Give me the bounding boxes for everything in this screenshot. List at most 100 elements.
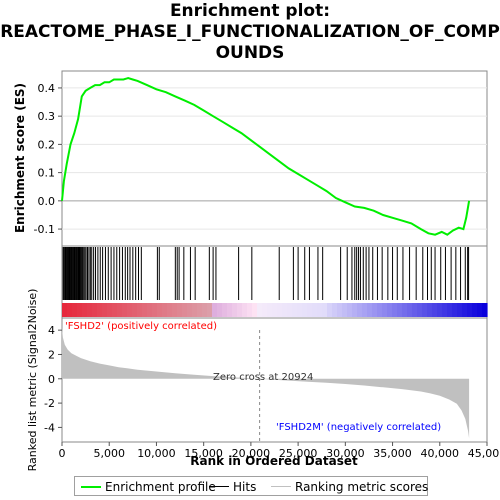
color-bar-cell bbox=[137, 303, 143, 317]
color-bar-cell bbox=[377, 303, 383, 317]
color-bar-cell bbox=[447, 303, 453, 317]
legend-label-enrichment: Enrichment profile bbox=[105, 480, 216, 494]
color-bar-cell bbox=[427, 303, 433, 317]
color-bar-cell bbox=[132, 303, 138, 317]
legend-label-ranking: Ranking metric scores bbox=[295, 480, 429, 494]
color-bar-cell bbox=[122, 303, 128, 317]
x-tick-label: 45,000 bbox=[468, 447, 500, 460]
x-tick-label: 40,000 bbox=[421, 447, 460, 460]
metric-y-tick-label: -2 bbox=[44, 397, 55, 410]
color-bar-cell bbox=[462, 303, 468, 317]
x-tick-label: 0 bbox=[59, 447, 66, 460]
es-y-tick-label: 0.0 bbox=[38, 195, 56, 208]
color-bar-cell bbox=[157, 303, 163, 317]
x-tick-label: 15,000 bbox=[184, 447, 223, 460]
color-bar-cell bbox=[207, 303, 213, 317]
es-y-tick-label: 0.2 bbox=[38, 138, 56, 151]
negative-label: 'FSHD2M' (negatively correlated) bbox=[276, 422, 441, 433]
color-bar-cell bbox=[392, 303, 398, 317]
x-tick-label: 35,000 bbox=[373, 447, 412, 460]
color-bar-cell bbox=[252, 303, 258, 317]
color-bar-cell bbox=[357, 303, 363, 317]
title-line-3: OUNDS bbox=[215, 43, 285, 63]
color-bar-cell bbox=[237, 303, 243, 317]
legend-swatch-hits bbox=[209, 486, 229, 487]
color-bar-cell bbox=[482, 303, 488, 317]
title-line-2: REACTOME_PHASE_I_FUNCTIONALIZATION_OF_CO… bbox=[0, 22, 500, 42]
x-tick-label: 10,000 bbox=[137, 447, 176, 460]
metric-y-tick-label: 2 bbox=[48, 348, 55, 361]
color-bar-cell bbox=[317, 303, 323, 317]
color-bar-cell bbox=[247, 303, 253, 317]
color-bar-cell bbox=[87, 303, 93, 317]
metric-y-ticks: -4 -2 0 2 4 bbox=[44, 324, 62, 434]
color-bar-cell bbox=[197, 303, 203, 317]
x-tick-label: 30,000 bbox=[326, 447, 365, 460]
color-bar-cell bbox=[342, 303, 348, 317]
color-bar-cell bbox=[182, 303, 188, 317]
legend-swatch-ranking bbox=[271, 486, 291, 487]
color-bar-cell bbox=[227, 303, 233, 317]
color-bar-cell bbox=[382, 303, 388, 317]
color-bar-cell bbox=[397, 303, 403, 317]
color-bar-cell bbox=[162, 303, 168, 317]
color-bar-cell bbox=[417, 303, 423, 317]
color-bar-cell bbox=[277, 303, 283, 317]
color-bar-cell bbox=[347, 303, 353, 317]
metric-y-tick-label: 0 bbox=[48, 373, 55, 386]
color-bar-cell bbox=[202, 303, 208, 317]
ranking-metric-area bbox=[62, 327, 470, 439]
color-bar-cell bbox=[257, 303, 263, 317]
metric-y-axis-label: Ranked list metric (Signal2Noise) bbox=[26, 289, 39, 472]
color-bar-cell bbox=[367, 303, 373, 317]
color-bar-cell bbox=[172, 303, 178, 317]
color-bar-cell bbox=[467, 303, 473, 317]
color-bar-cell bbox=[327, 303, 333, 317]
legend-item-hits: Hits bbox=[209, 480, 256, 494]
color-bar-cell bbox=[412, 303, 418, 317]
color-bar-cell bbox=[282, 303, 288, 317]
color-bar-cell bbox=[307, 303, 313, 317]
color-bar-cell bbox=[292, 303, 298, 317]
color-bar-cell bbox=[272, 303, 278, 317]
es-y-ticks: -0.1 0.0 0.1 0.2 0.3 0.4 bbox=[34, 82, 62, 236]
color-bar-cell bbox=[442, 303, 448, 317]
color-bar-cell bbox=[82, 303, 88, 317]
color-bar-cell bbox=[302, 303, 308, 317]
legend-item-ranking: Ranking metric scores bbox=[271, 480, 428, 494]
color-bar-cell bbox=[267, 303, 273, 317]
color-bar-cell bbox=[117, 303, 123, 317]
zero-cross-label: Zero cross at 20924 bbox=[213, 372, 313, 383]
color-bar-cell bbox=[167, 303, 173, 317]
color-bar-cell bbox=[312, 303, 318, 317]
color-bar-cell bbox=[127, 303, 133, 317]
color-bar-cell bbox=[242, 303, 248, 317]
color-bar-cell bbox=[62, 303, 68, 317]
color-bar-cell bbox=[287, 303, 293, 317]
color-bar-cell bbox=[387, 303, 393, 317]
es-y-tick-label: 0.3 bbox=[38, 110, 56, 123]
legend-item-enrichment: Enrichment profile bbox=[81, 480, 216, 494]
legend-swatch-enrichment bbox=[81, 485, 101, 488]
es-y-tick-label: 0.4 bbox=[38, 82, 56, 95]
color-bar-cell bbox=[337, 303, 343, 317]
color-bar-cell bbox=[142, 303, 148, 317]
x-tick-label: 25,000 bbox=[279, 447, 318, 460]
es-y-axis-label: Enrichment score (ES) bbox=[13, 83, 27, 233]
color-bar-cell bbox=[232, 303, 238, 317]
rank-color-bar bbox=[62, 303, 488, 317]
color-bar-cell bbox=[112, 303, 118, 317]
color-bar-cell bbox=[452, 303, 458, 317]
color-bar-cell bbox=[422, 303, 428, 317]
color-bar-cell bbox=[102, 303, 108, 317]
color-bar-cell bbox=[177, 303, 183, 317]
metric-y-tick-label: -4 bbox=[44, 421, 55, 434]
color-bar-cell bbox=[72, 303, 78, 317]
color-bar-cell bbox=[152, 303, 158, 317]
es-y-tick-label: 0.1 bbox=[38, 167, 56, 180]
legend-label-hits: Hits bbox=[233, 480, 257, 494]
color-bar-cell bbox=[187, 303, 193, 317]
x-tick-label: 20,000 bbox=[232, 447, 271, 460]
color-bar-cell bbox=[92, 303, 98, 317]
